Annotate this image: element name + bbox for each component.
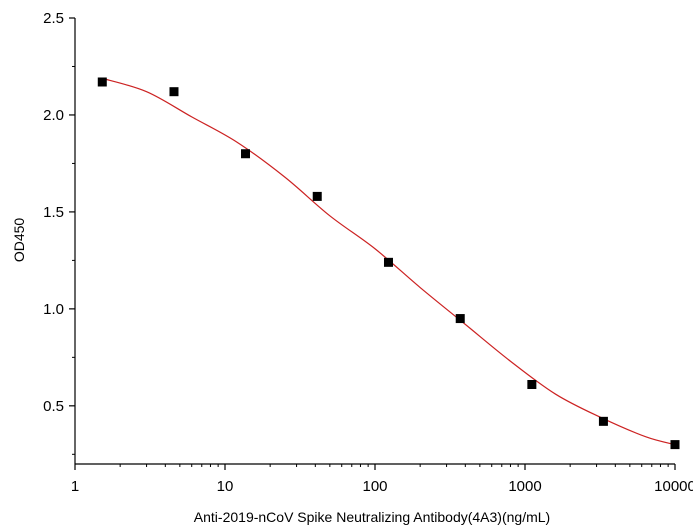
- data-points: [97, 77, 680, 450]
- data-point: [670, 440, 680, 450]
- axes: [74, 18, 675, 465]
- data-point: [527, 379, 537, 389]
- y-tick-label: 1.5: [43, 204, 64, 221]
- y-tick-label: 2.5: [43, 10, 64, 27]
- data-point: [97, 77, 107, 87]
- y-tick-label: 1.0: [43, 301, 64, 318]
- y-tick-label: 2.0: [43, 107, 64, 124]
- data-point: [598, 416, 608, 426]
- x-tick-label: 10000: [654, 478, 693, 495]
- x-axis-label: Anti-2019-nCoV Spike Neutralizing Antibo…: [194, 509, 550, 525]
- data-point: [241, 149, 251, 159]
- data-point: [383, 257, 393, 267]
- x-axis-ticks: 1 10 100 1000 10000: [71, 464, 693, 495]
- fit-curve: [101, 77, 676, 446]
- y-axis-ticks: 0.5 1.0 1.5 2.0 2.5: [43, 10, 75, 455]
- data-point: [312, 191, 322, 201]
- x-tick-label: 100: [362, 478, 387, 495]
- y-axis-label: OD450: [11, 218, 27, 263]
- x-tick-label: 10: [217, 478, 234, 495]
- x-tick-label: 1000: [508, 478, 541, 495]
- x-tick-label: 1: [71, 478, 79, 495]
- data-point: [169, 87, 179, 97]
- data-point: [455, 314, 465, 324]
- y-tick-label: 0.5: [43, 398, 64, 415]
- fit-curve-group: [101, 77, 676, 446]
